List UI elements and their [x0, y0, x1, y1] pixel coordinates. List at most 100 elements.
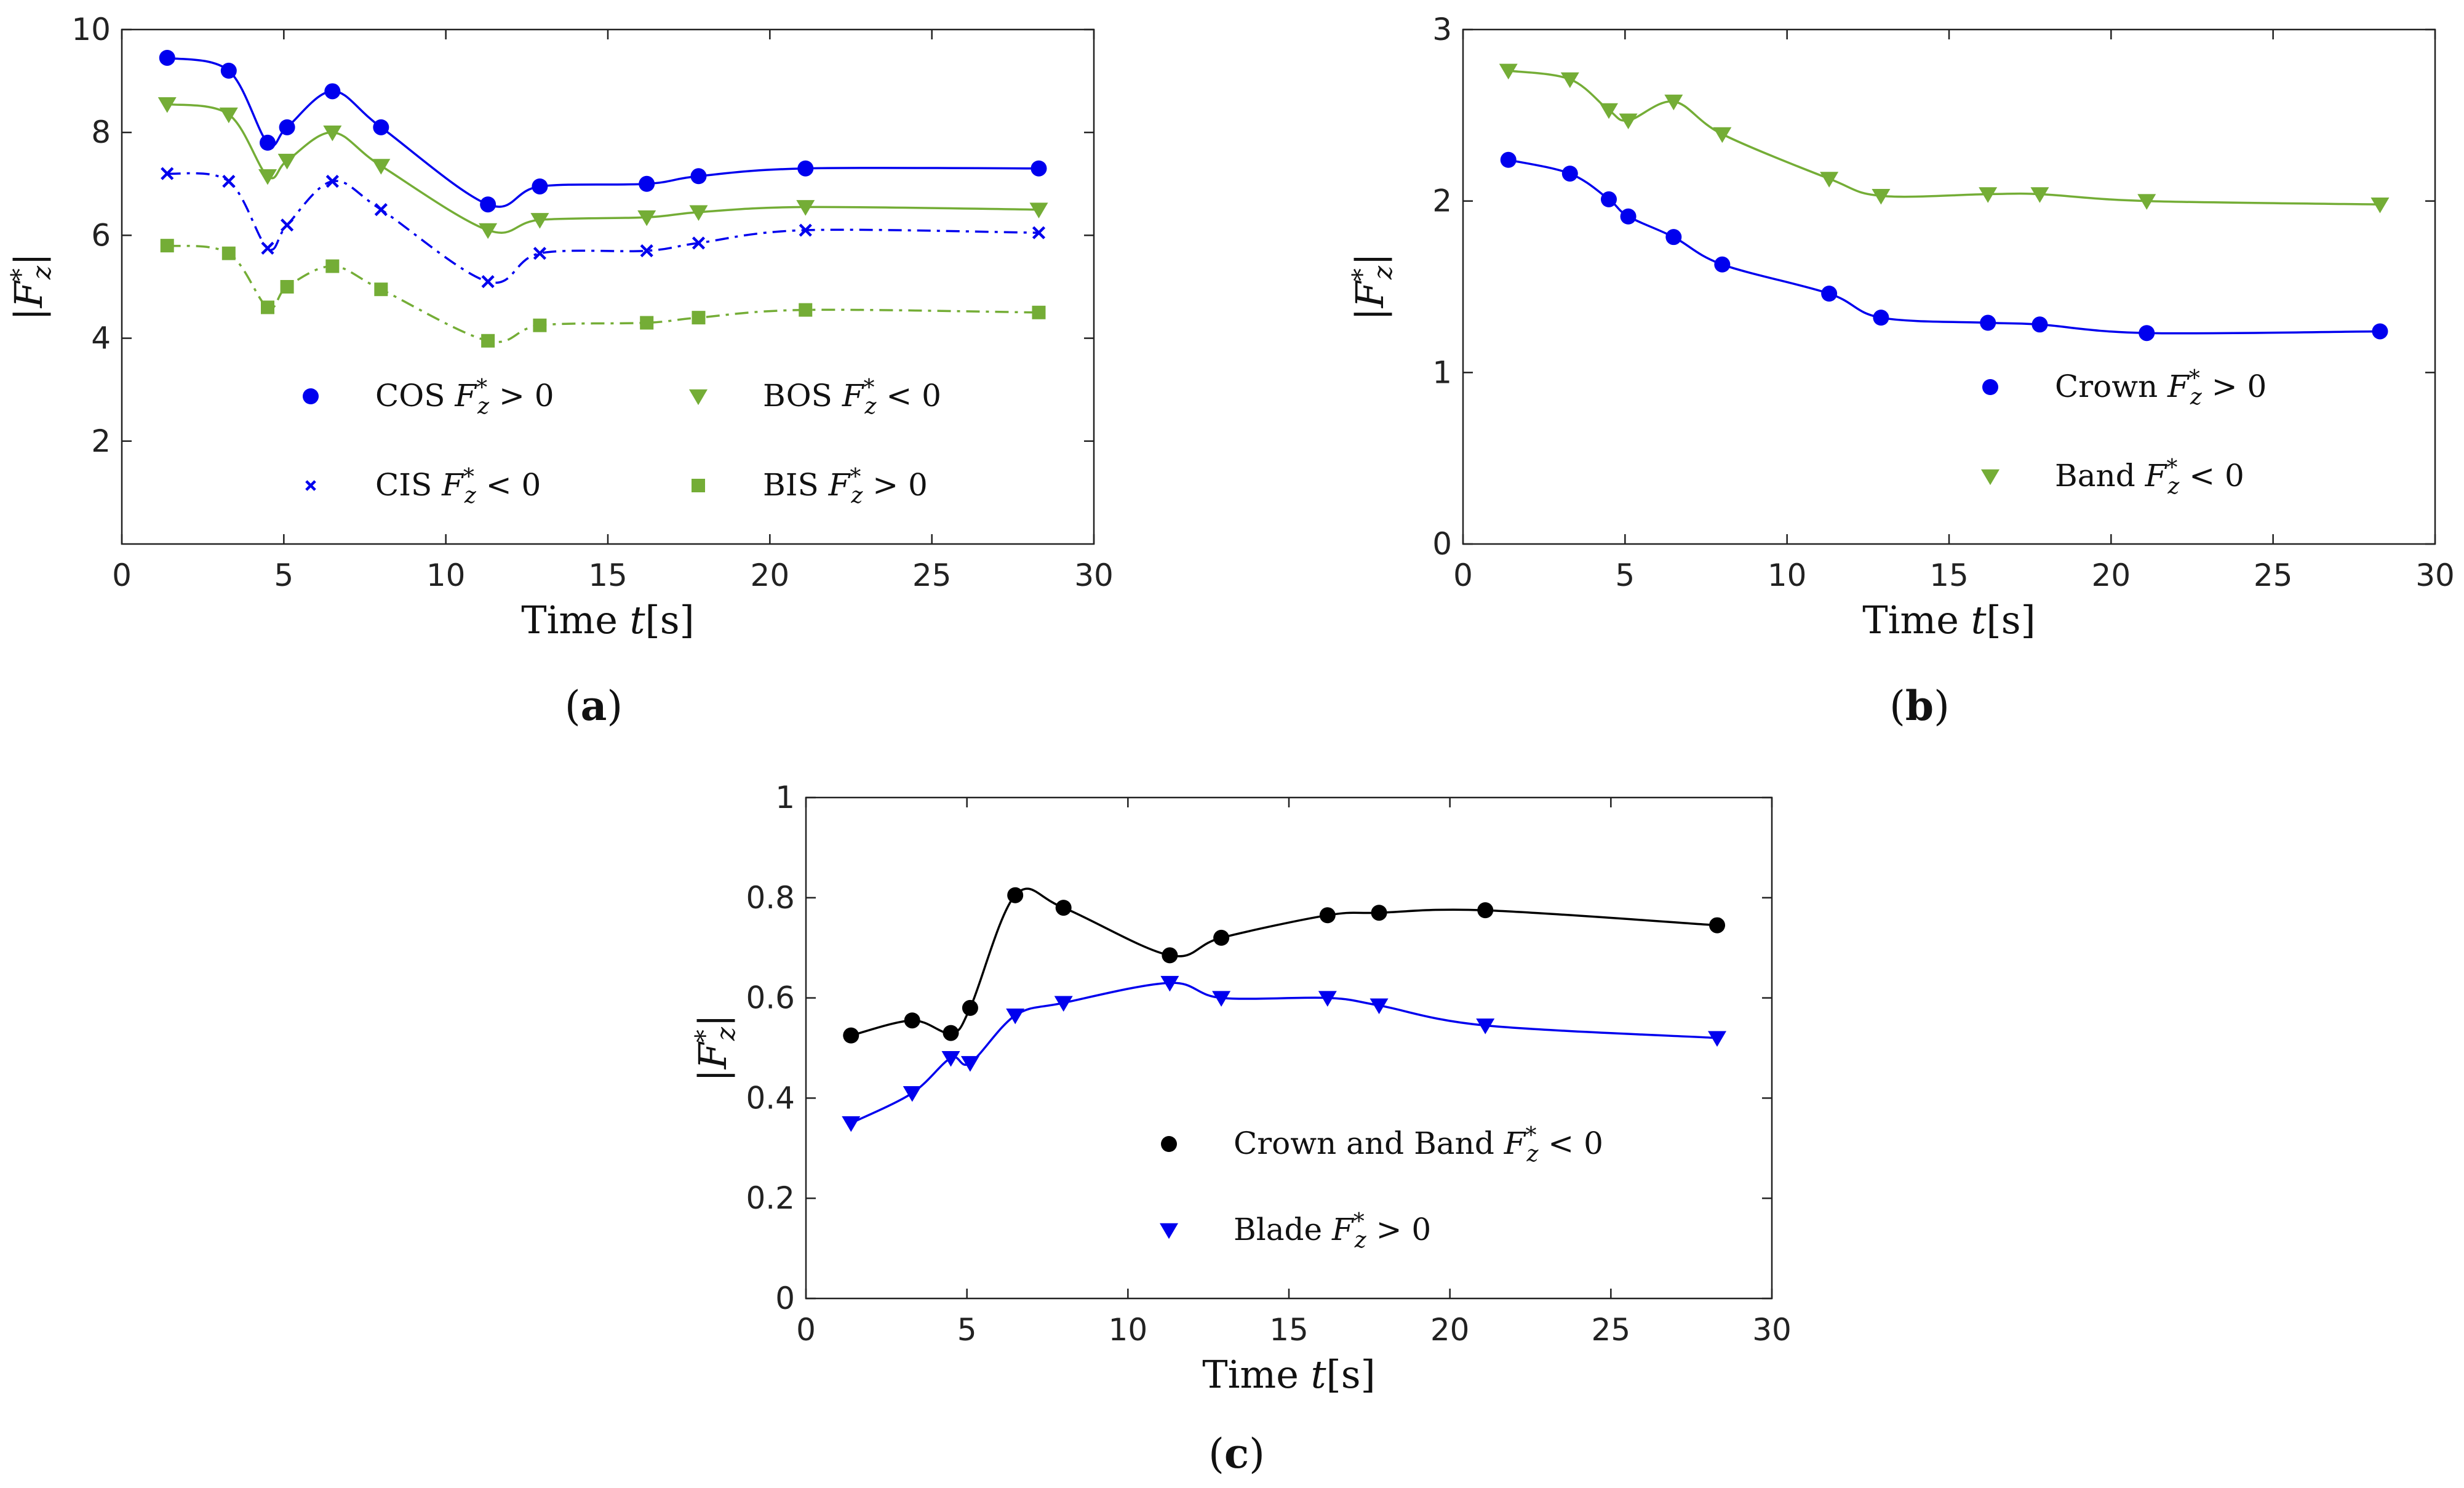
x-tick-label: 25 — [1592, 1312, 1631, 1348]
x-tick-label: 5 — [274, 558, 293, 593]
data-point — [277, 153, 297, 170]
data-point — [2030, 187, 2049, 203]
x-tick-label: 20 — [2092, 558, 2131, 593]
data-point — [323, 125, 342, 142]
y-tick-label: 8 — [91, 114, 111, 150]
data-point — [280, 280, 294, 294]
data-point — [261, 300, 274, 314]
y-tick-label: 1 — [1432, 354, 1452, 390]
y-tick-label: 0.4 — [746, 1080, 795, 1116]
x-tick-label: 15 — [1269, 1312, 1309, 1348]
data-point — [1477, 902, 1494, 919]
legend-label: Crown and Band F* z < 0 — [1234, 1123, 1603, 1167]
data-point — [481, 275, 495, 289]
chart-a: 0 5 10 15 20 25 30 2 4 6 8 10 Time t[s] |F*z| COS F* z … — [6, 12, 1114, 730]
data-point — [373, 119, 389, 135]
data-point — [533, 247, 546, 260]
data-point — [1873, 310, 1889, 326]
x-tick-label: 20 — [751, 558, 790, 593]
x-tick-label: 30 — [1752, 1312, 1792, 1348]
x-axis-label: Time t[s] — [521, 598, 695, 642]
data-point — [1821, 286, 1838, 302]
data-point — [161, 167, 174, 180]
y-tick-label: 4 — [91, 321, 111, 356]
data-point — [532, 178, 548, 194]
x-tick-label: 10 — [1768, 558, 1807, 593]
data-point — [260, 134, 276, 151]
data-point — [1055, 900, 1072, 916]
data-point — [640, 316, 654, 330]
data-point — [222, 175, 236, 188]
data-point — [796, 200, 815, 216]
y-axis-label: |F*z| — [690, 1014, 741, 1082]
legend-marker — [305, 480, 316, 491]
data-point — [160, 239, 174, 253]
data-point — [1619, 113, 1638, 129]
data-point — [943, 1025, 959, 1041]
data-point — [797, 160, 814, 177]
data-point — [690, 168, 707, 185]
data-point — [843, 1027, 859, 1044]
x-tick-label: 0 — [1453, 558, 1473, 593]
y-tick-label: 3 — [1432, 12, 1452, 47]
legend-label: Blade F* z > 0 — [1234, 1209, 1431, 1253]
data-point — [1160, 975, 1179, 992]
data-point — [799, 303, 813, 317]
x-tick-label: 20 — [1430, 1312, 1470, 1348]
series-line-crown-and-band — [850, 887, 1718, 1037]
legend: COS F* z > 0 BOS F* z < 0 CIS F* z < 0 BIS F* z… — [303, 375, 941, 508]
chart-c: 0 5 10 15 20 25 30 0 0.2 0.4 0.6 0.8 1 Time t[s] |F*z|… — [690, 780, 1792, 1478]
data-point — [325, 259, 340, 273]
data-point — [692, 236, 706, 250]
data-point — [1031, 160, 1047, 177]
data-point — [1714, 256, 1731, 273]
y-tick-label: 0 — [1432, 526, 1452, 562]
data-point — [1709, 917, 1726, 934]
data-point — [1370, 998, 1389, 1015]
data-point — [1006, 1008, 1025, 1025]
data-point — [1980, 314, 1996, 331]
x-tick-label: 5 — [957, 1312, 977, 1348]
data-point — [372, 159, 391, 175]
data-point — [279, 119, 295, 135]
y-axis-label: |F*z| — [1347, 253, 1398, 321]
series-line-band — [1508, 70, 2380, 206]
x-tick-label: 30 — [2415, 558, 2455, 593]
legend-label: COS F* z > 0 — [375, 375, 554, 419]
data-point — [261, 241, 274, 255]
data-point — [2139, 325, 2155, 342]
legend: Crown F* z > 0 Band F* z < 0 — [1981, 366, 2267, 499]
data-point — [1007, 887, 1024, 903]
data-point — [1499, 63, 1518, 80]
data-point — [1318, 991, 1337, 1007]
legend-label: BIS F* z > 0 — [763, 465, 928, 508]
data-point — [1029, 202, 1048, 218]
panel-caption: (a) — [565, 682, 623, 730]
y-tick-label: 2 — [91, 423, 111, 459]
data-point — [221, 246, 236, 260]
data-point — [2137, 194, 2156, 210]
y-tick-label: 0.6 — [746, 980, 795, 1016]
x-axis-label: Time t[s] — [1862, 598, 2036, 642]
y-tick-label: 10 — [71, 12, 111, 47]
data-point — [324, 83, 341, 100]
legend-marker — [1981, 469, 2000, 486]
y-axis-label: |F*z| — [6, 253, 57, 321]
series-line-cis — [167, 172, 1039, 284]
legend-label: Band F* z < 0 — [2055, 455, 2244, 499]
data-point — [689, 205, 708, 222]
legend-marker — [1160, 1223, 1178, 1239]
data-point — [1032, 305, 1046, 319]
data-point — [640, 244, 653, 258]
legend-marker — [1161, 1136, 1177, 1152]
data-point — [941, 1051, 960, 1067]
data-point — [1213, 929, 1230, 946]
data-point — [962, 999, 978, 1016]
data-point — [1476, 1018, 1495, 1034]
data-point — [1032, 226, 1046, 239]
data-point — [281, 218, 294, 232]
data-point — [904, 1012, 920, 1029]
data-point — [2372, 323, 2388, 340]
data-point — [480, 196, 496, 213]
data-point — [1600, 103, 1618, 119]
